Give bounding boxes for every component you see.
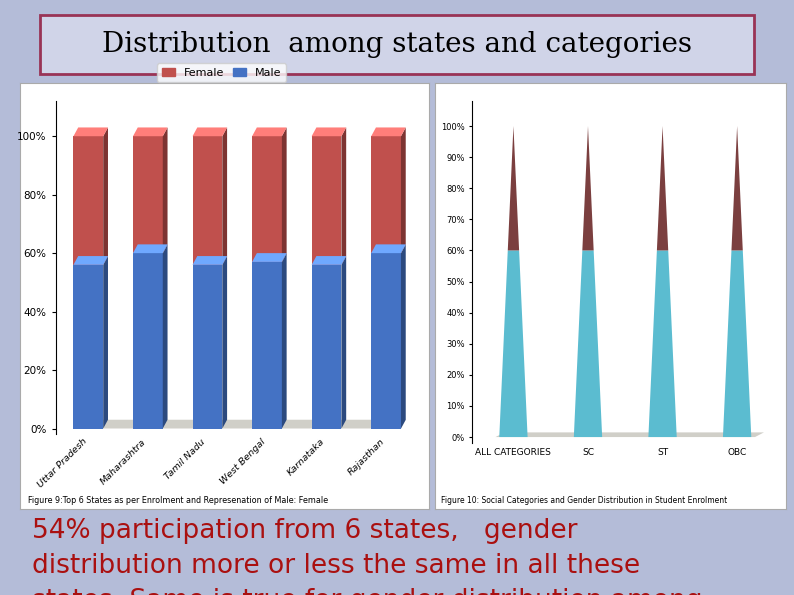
Polygon shape	[372, 245, 406, 253]
Polygon shape	[723, 250, 751, 437]
Legend: Female, Male: Female, Male	[157, 64, 287, 82]
Polygon shape	[74, 256, 108, 265]
Text: Distribution  among states and categories: Distribution among states and categories	[102, 31, 692, 58]
Polygon shape	[163, 245, 168, 428]
Bar	[193, 136, 222, 265]
Bar	[311, 136, 341, 265]
Text: 54% participation from 6 states,   gender
distribution more or less the same in : 54% participation from 6 states, gender …	[32, 518, 702, 595]
Polygon shape	[649, 250, 676, 437]
Text: Figure 9:Top 6 States as per Enrolment and Represenation of Male: Female: Figure 9:Top 6 States as per Enrolment a…	[28, 496, 328, 505]
Bar	[372, 136, 401, 253]
Polygon shape	[508, 126, 519, 250]
Bar	[311, 265, 341, 428]
Polygon shape	[372, 127, 406, 136]
Polygon shape	[133, 245, 168, 253]
Polygon shape	[103, 256, 108, 428]
Polygon shape	[731, 126, 742, 250]
FancyBboxPatch shape	[40, 15, 754, 74]
Polygon shape	[103, 127, 108, 265]
Polygon shape	[222, 127, 227, 265]
Bar	[133, 253, 163, 428]
Bar	[252, 136, 282, 262]
Bar	[193, 265, 222, 428]
Polygon shape	[282, 253, 287, 428]
Polygon shape	[222, 256, 227, 428]
Polygon shape	[341, 256, 346, 428]
Polygon shape	[252, 127, 287, 136]
Polygon shape	[193, 256, 227, 265]
Polygon shape	[499, 250, 527, 437]
Bar	[74, 265, 103, 428]
Text: Figure 10: Social Categories and Gender Distribution in Student Enrolment: Figure 10: Social Categories and Gender …	[441, 496, 727, 505]
Polygon shape	[311, 127, 346, 136]
Polygon shape	[74, 419, 406, 428]
Polygon shape	[657, 126, 669, 250]
Polygon shape	[582, 126, 594, 250]
Polygon shape	[193, 127, 227, 136]
Bar	[372, 253, 401, 428]
Bar	[133, 136, 163, 253]
Polygon shape	[401, 127, 406, 253]
Polygon shape	[133, 127, 168, 136]
Polygon shape	[401, 245, 406, 428]
Polygon shape	[495, 433, 764, 437]
Polygon shape	[252, 253, 287, 262]
Bar	[252, 262, 282, 428]
Polygon shape	[574, 250, 602, 437]
Bar	[74, 136, 103, 265]
Polygon shape	[341, 127, 346, 265]
Polygon shape	[163, 127, 168, 253]
Polygon shape	[74, 127, 108, 136]
Polygon shape	[282, 127, 287, 262]
Polygon shape	[311, 256, 346, 265]
